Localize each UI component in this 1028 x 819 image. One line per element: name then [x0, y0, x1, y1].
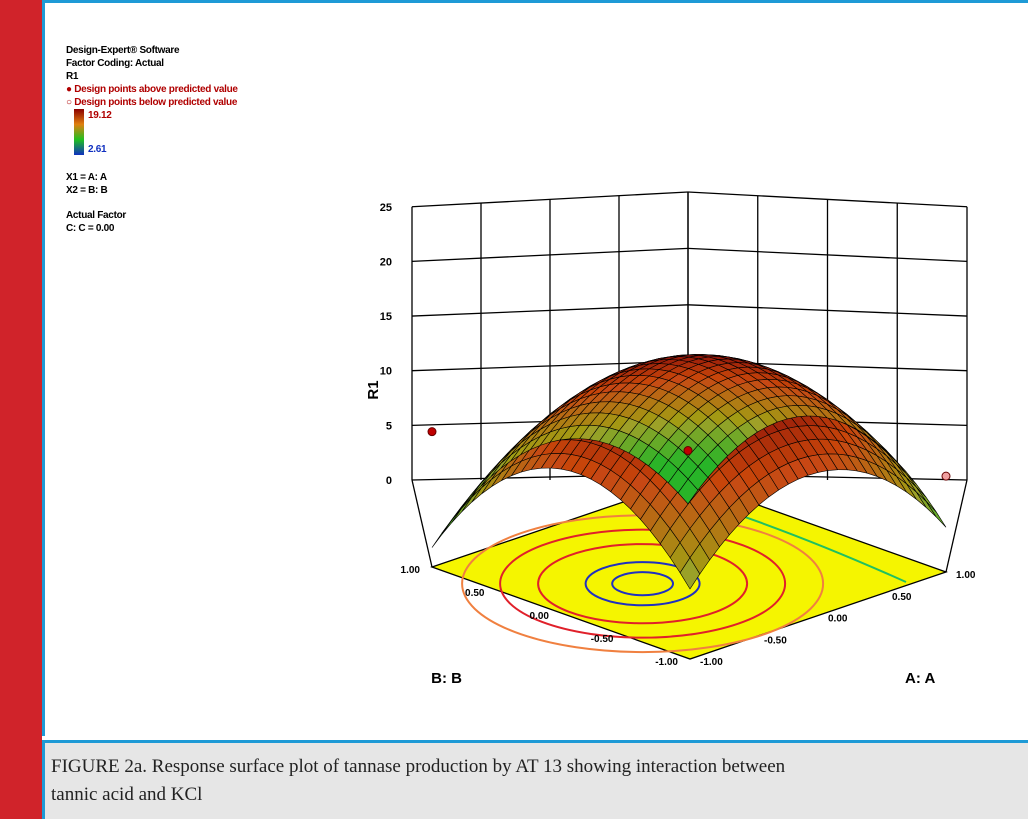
y-tick-label: 1.00	[401, 565, 421, 576]
contour-line	[611, 571, 674, 597]
y-tick-label: 0.50	[465, 588, 485, 599]
legend-actual: C: C = 0.00	[66, 223, 115, 234]
y-tick-label: -0.50	[591, 634, 614, 645]
surface-facet	[925, 501, 947, 528]
plot-legend: Design-Expert® Software Factor Coding: A…	[66, 44, 366, 235]
legend-actual-title: Actual Factor	[66, 210, 127, 221]
legend-x1: X1 = A: A	[66, 172, 107, 183]
y-tick-label: -1.00	[655, 657, 678, 668]
z-tick-label: 20	[380, 256, 392, 268]
surface-facet	[451, 497, 472, 523]
response-surface	[431, 353, 947, 590]
surface-facet	[916, 491, 937, 518]
x-tick-label: 1.00	[956, 570, 976, 581]
figure-caption: FIGURE 2a. Response surface plot of tann…	[42, 740, 1028, 819]
z-tick-label: 25	[380, 202, 392, 214]
design-point	[941, 471, 951, 481]
legend-above: ● Design points above predicted value	[66, 84, 238, 95]
color-scale: 19.12 2.61	[66, 109, 366, 159]
frame-edge	[411, 479, 433, 568]
z-tick-label: 10	[380, 366, 392, 378]
legend-x2: X2 = B: B	[66, 185, 108, 196]
legend-software: Design-Expert® Software	[66, 45, 180, 56]
x-tick-label: 0.50	[892, 592, 912, 603]
legend-response: R1	[66, 71, 79, 82]
legend-coding: Factor Coding: Actual	[66, 58, 164, 69]
legend-below: ○ Design points below predicted value	[66, 97, 238, 108]
surface-facet	[677, 478, 699, 505]
caption-line-1: FIGURE 2a. Response surface plot of tann…	[51, 756, 786, 777]
z-tick-label: 15	[380, 311, 392, 323]
x-axis-label: A: A	[905, 670, 935, 687]
x-tick-label: -1.00	[700, 657, 723, 668]
design-point	[683, 446, 693, 456]
y-tick-label: 0.00	[530, 611, 550, 622]
z-axis-label: R1	[365, 380, 382, 399]
contour-line	[584, 561, 701, 607]
x-tick-label: -0.50	[764, 635, 787, 646]
contour-line	[499, 528, 787, 639]
design-point	[427, 427, 437, 437]
z-tick-label: 0	[386, 475, 392, 487]
surface-facet	[461, 487, 482, 513]
y-axis-label: B: B	[431, 670, 462, 687]
x-tick-label: 0.00	[828, 614, 848, 625]
left-accent-bar	[0, 0, 42, 819]
frame-edge	[945, 479, 968, 573]
contour-line	[537, 543, 749, 625]
figure-panel	[42, 0, 1028, 736]
scale-max: 19.12	[88, 110, 112, 121]
surface-plot: 0 5 10 15 20 25 R1 1.00 0.50 0.00 -0.50 -1.00 1.00 0.…	[365, 191, 976, 687]
caption-line-2: tannic acid and KCl	[51, 783, 203, 805]
z-tick-label: 5	[386, 420, 392, 432]
scale-min: 2.61	[88, 144, 107, 155]
